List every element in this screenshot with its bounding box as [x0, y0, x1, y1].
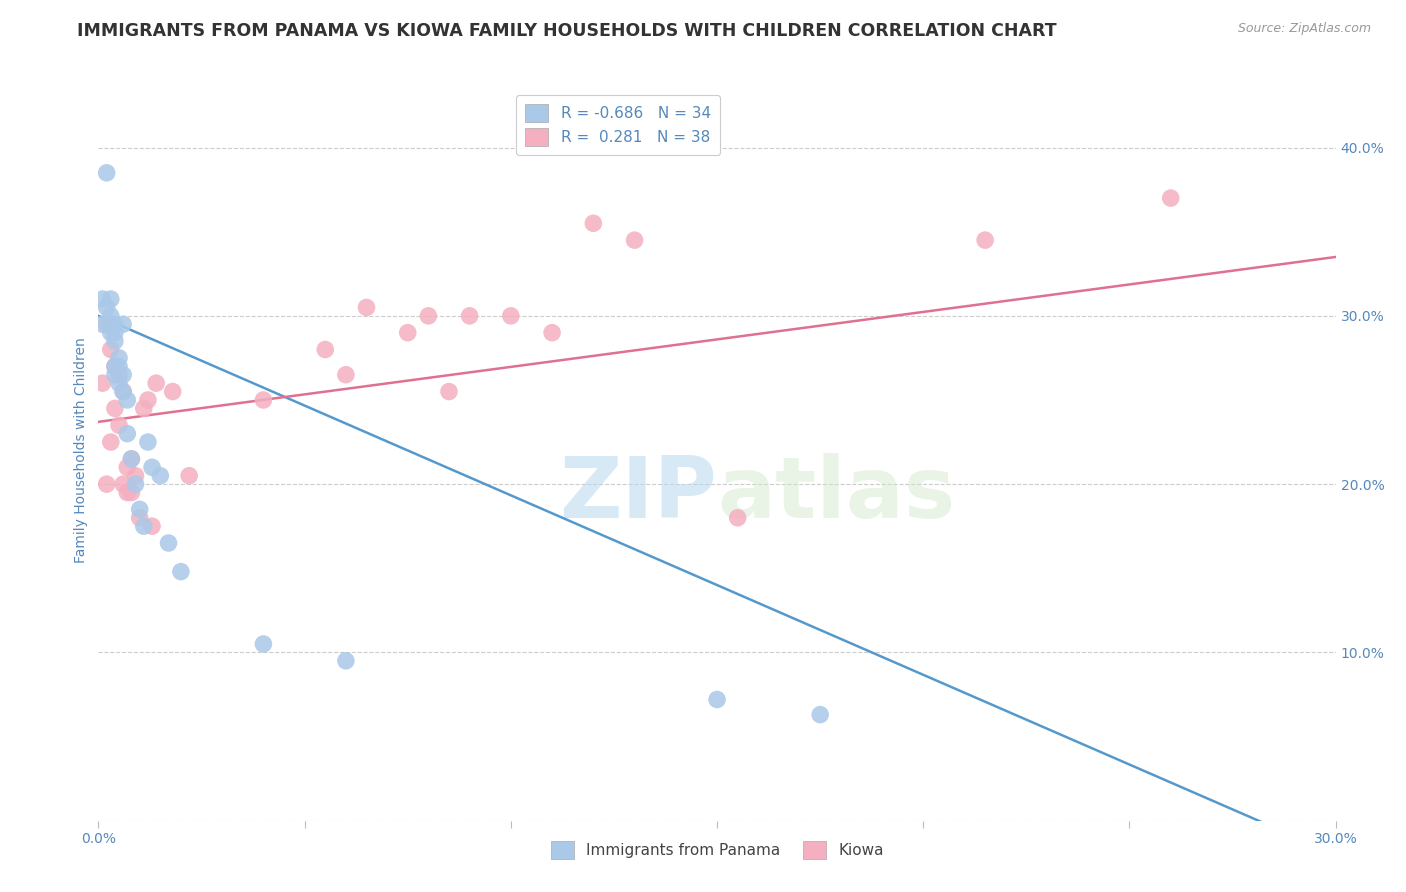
Text: ZIP: ZIP [560, 453, 717, 536]
Point [808, 707, 831, 722]
Point [157, 536, 180, 550]
Point [104, 359, 127, 374]
Point [170, 565, 193, 579]
Text: atlas: atlas [717, 453, 955, 536]
Point [124, 468, 146, 483]
Point [96, 166, 118, 180]
Point [112, 368, 135, 382]
Point [117, 460, 139, 475]
Point [104, 401, 127, 416]
Point [252, 637, 274, 651]
Point [100, 343, 122, 357]
Point [974, 233, 997, 247]
Point [91, 318, 114, 332]
Point [112, 477, 135, 491]
Point [128, 502, 150, 516]
Point [179, 468, 201, 483]
Point [120, 451, 142, 466]
Point [623, 233, 645, 247]
Y-axis label: Family Households with Children: Family Households with Children [75, 337, 89, 564]
Point [335, 368, 357, 382]
Point [706, 692, 728, 706]
Point [418, 309, 440, 323]
Point [108, 368, 131, 382]
Point [108, 351, 131, 365]
Point [117, 485, 139, 500]
Point [541, 326, 564, 340]
Point [145, 376, 167, 391]
Text: Source: ZipAtlas.com: Source: ZipAtlas.com [1237, 22, 1371, 36]
Point [141, 460, 163, 475]
Point [124, 477, 146, 491]
Text: IMMIGRANTS FROM PANAMA VS KIOWA FAMILY HOUSEHOLDS WITH CHILDREN CORRELATION CHAR: IMMIGRANTS FROM PANAMA VS KIOWA FAMILY H… [77, 22, 1057, 40]
Point [162, 384, 184, 399]
Point [108, 418, 131, 433]
Point [112, 384, 135, 399]
Point [396, 326, 419, 340]
Point [314, 343, 336, 357]
Point [120, 451, 142, 466]
Point [104, 326, 127, 340]
Point [91, 376, 114, 391]
Legend: Immigrants from Panama, Kiowa: Immigrants from Panama, Kiowa [544, 835, 890, 865]
Point [117, 392, 139, 407]
Point [104, 359, 127, 374]
Point [136, 435, 159, 450]
Point [104, 368, 127, 382]
Point [141, 519, 163, 533]
Point [437, 384, 460, 399]
Point [117, 426, 139, 441]
Point [100, 326, 122, 340]
Point [100, 309, 122, 323]
Point [132, 401, 155, 416]
Point [112, 384, 135, 399]
Point [104, 318, 127, 332]
Point [96, 318, 118, 332]
Point [136, 392, 159, 407]
Point [100, 435, 122, 450]
Point [582, 216, 605, 230]
Point [100, 292, 122, 306]
Point [356, 301, 378, 315]
Point [149, 468, 172, 483]
Point [104, 334, 127, 348]
Point [1160, 191, 1182, 205]
Point [91, 292, 114, 306]
Point [108, 376, 131, 391]
Point [458, 309, 481, 323]
Point [96, 477, 118, 491]
Point [252, 392, 274, 407]
Point [112, 318, 135, 332]
Point [128, 510, 150, 524]
Point [96, 301, 118, 315]
Point [108, 359, 131, 374]
Point [132, 519, 155, 533]
Point [335, 654, 357, 668]
Point [100, 318, 122, 332]
Point [727, 510, 749, 524]
Point [120, 485, 142, 500]
Point [499, 309, 522, 323]
